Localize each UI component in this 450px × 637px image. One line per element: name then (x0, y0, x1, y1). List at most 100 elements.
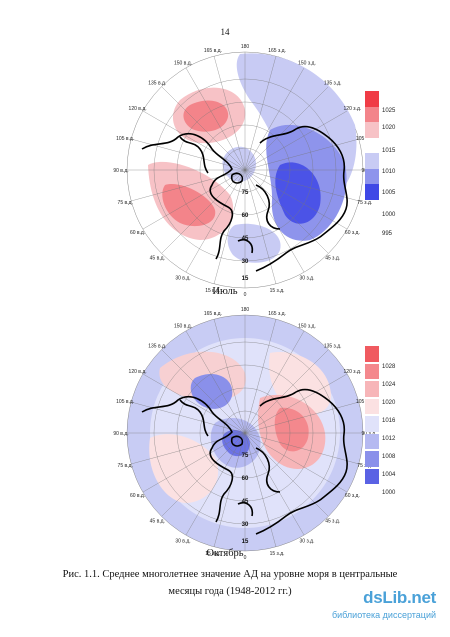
legend-swatch (365, 137, 379, 153)
longitude-label: 45 з.д. (325, 256, 340, 262)
longitude-label: 120 в.д. (129, 369, 147, 375)
legend-swatch (365, 91, 379, 107)
longitude-label: 150 з.д. (298, 324, 316, 330)
legend-value: 1010 (382, 169, 396, 175)
watermark[interactable]: dsLib.net библиотека диссертаций (326, 588, 436, 624)
legend-swatch (365, 153, 379, 169)
legend-swatch (365, 398, 379, 414)
polar-projection-map: 180 165 в.д. 150 в.д. 135 в.д. 120 в.д. 105 в… (113, 44, 376, 298)
coastlines (141, 388, 348, 535)
legend-value: 1024 (382, 382, 396, 388)
legend-value: 1020 (382, 125, 396, 131)
legend-swatch (365, 122, 379, 138)
legend-value: 1008 (382, 454, 396, 460)
latitude-label: 60 (242, 476, 249, 482)
legend-value: 1012 (382, 436, 396, 442)
legend-value: 1025 (382, 108, 396, 114)
legend-value: 1004 (382, 472, 396, 478)
legend-swatch (365, 184, 379, 200)
legend-swatch (365, 346, 379, 362)
longitude-label: 60 в.д. (130, 230, 145, 236)
latitude-label: 30 (242, 522, 249, 528)
longitude-label: 75 з.д. (357, 463, 372, 469)
longitude-label: 150 в.д. (174, 61, 192, 67)
latitude-label: 45 (242, 499, 249, 505)
longitude-label: 15 з.д. (270, 551, 285, 557)
legend-value: 1020 (382, 400, 396, 406)
longitude-label: 45 в.д. (150, 256, 165, 262)
high-pressure-zone (162, 184, 216, 227)
latitude-label: 30 (242, 259, 249, 265)
legend-value: 1028 (382, 364, 396, 370)
watermark-logo: dsLib.net (363, 588, 436, 607)
longitude-label: 0 (244, 555, 247, 561)
longitude-label: 60 в.д. (130, 493, 145, 499)
legend-swatch (365, 381, 379, 397)
legend-value: 995 (382, 231, 393, 237)
polar-projection-map: 180 165 в.д. 150 в.д. 135 в.д. 120 в.д. 105 в… (113, 307, 376, 561)
longitude-label: 105 з.д. (356, 136, 374, 142)
latitude-label: 45 (242, 236, 249, 242)
longitude-label: 45 з.д. (325, 519, 340, 525)
longitude-label: 15 з.д. (270, 288, 285, 294)
graticule (127, 315, 363, 551)
watermark-subtitle: библиотека диссертаций (331, 610, 436, 620)
legend-swatch (365, 468, 379, 484)
legend-swatch (365, 363, 379, 379)
longitude-label: 150 з.д. (298, 61, 316, 67)
legend-swatch (365, 168, 379, 184)
longitude-label: 60 з.д. (345, 230, 360, 236)
longitude-label: 180 (241, 44, 250, 50)
longitude-label: 120 з.д. (344, 106, 362, 112)
longitude-label: 75 в.д. (118, 463, 133, 469)
latitude-label: 75 (242, 190, 249, 196)
longitude-label: 165 з.д. (268, 311, 286, 317)
high-pressure-core (274, 407, 309, 452)
longitude-label: 120 з.д. (344, 369, 362, 375)
longitude-label: 135 з.д. (324, 80, 342, 86)
coastlines (141, 125, 348, 272)
legend-swatch (365, 433, 379, 449)
longitude-label: 60 з.д. (345, 493, 360, 499)
caption-line: месяцы года (1948-2012 гг.) (168, 586, 292, 597)
longitude-label: 105 з.д. (356, 399, 374, 405)
longitude-label: 165 в.д. (204, 48, 222, 54)
longitude-label: 30 з.д. (300, 538, 315, 544)
longitude-label: 120 в.д. (129, 106, 147, 112)
longitude-label: 45 в.д. (150, 519, 165, 525)
longitude-label: 135 в.д. (148, 80, 166, 86)
low-pressure-zone (227, 223, 281, 263)
longitude-label: 30 в.д. (175, 275, 190, 281)
legend-value: 1000 (382, 490, 396, 496)
longitude-label: 150 в.д. (174, 324, 192, 330)
longitude-label: 75 в.д. (118, 200, 133, 206)
latitude-label: 75 (242, 453, 249, 459)
caption-line: Рис. 1.1. Среднее многолетнее значение А… (62, 569, 398, 580)
legend-value: 1000 (382, 212, 396, 218)
map-label-july: Июль (212, 286, 238, 297)
latitude-label: 15 (242, 276, 249, 282)
longitude-label: 105 в.д. (116, 399, 134, 405)
longitude-label: 0 (244, 292, 247, 298)
longitude-label: 75 з.д. (357, 200, 372, 206)
latitude-label: 60 (242, 213, 249, 219)
longitude-label: 165 з.д. (268, 48, 286, 54)
longitude-label: 30 з.д. (300, 275, 315, 281)
longitude-label: 90 в.д. (113, 431, 128, 437)
map-label-october: Октябрь (206, 548, 244, 559)
low-pressure-core (275, 162, 321, 224)
longitude-label: 135 в.д. (148, 343, 166, 349)
legend-swatch (365, 416, 379, 432)
page-number: 14 (220, 27, 230, 37)
legend-swatch (365, 106, 379, 122)
longitude-label: 135 з.д. (324, 343, 342, 349)
legend-value: 1005 (382, 190, 396, 196)
figure-caption: Рис. 1.1. Среднее многолетнее значение А… (60, 566, 400, 600)
legend-swatch (365, 451, 379, 467)
longitude-label: 15 в.д. (205, 288, 220, 294)
legend-value: 1016 (382, 418, 396, 424)
october-pressure-map: 180 165 в.д. 150 в.д. 135 в.д. 120 в.д. 105 в… (113, 307, 376, 561)
graticule (127, 52, 363, 288)
longitude-label: 15 в.д. (205, 551, 220, 557)
longitude-label: 180 (241, 307, 250, 313)
